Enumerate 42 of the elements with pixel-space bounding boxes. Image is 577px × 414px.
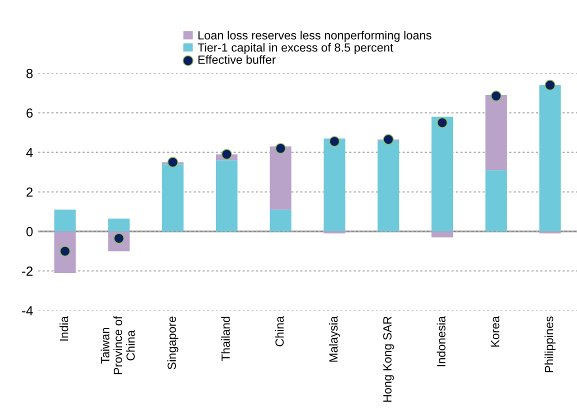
bar — [54, 210, 76, 232]
legend-label: Loan loss reserves less nonperforming loans — [198, 30, 432, 42]
point — [490, 90, 502, 102]
x-tick-label: Indonesia — [436, 316, 446, 366]
point — [221, 149, 232, 160]
x-tick-label: Thailand — [221, 316, 230, 362]
x-tick-label: China — [275, 316, 284, 346]
x-tick-label: Singapore — [167, 316, 178, 370]
bar — [108, 218, 130, 232]
bar — [431, 116, 454, 232]
point — [544, 80, 556, 90]
x-tick-label: Malaysia — [328, 316, 340, 362]
point — [329, 136, 340, 147]
bar — [378, 140, 400, 232]
point — [167, 156, 178, 168]
x-tick-label: Hong Kong SAR — [383, 316, 394, 402]
bar — [485, 170, 507, 232]
bar — [162, 164, 184, 232]
point — [383, 134, 394, 145]
bar — [216, 160, 238, 232]
y-tick-label: 4 — [26, 148, 33, 158]
point — [436, 117, 448, 128]
y-tick-label: -2 — [22, 266, 33, 276]
x-tick-label: Korea — [491, 316, 500, 347]
bar — [54, 231, 76, 273]
point — [275, 143, 286, 154]
y-tick-label: 6 — [26, 108, 33, 118]
y-tick-label: 8 — [26, 68, 33, 78]
x-tick-label: India — [60, 316, 68, 341]
bar — [485, 95, 507, 170]
x-tick-label: Philippines — [544, 316, 556, 372]
bar — [539, 85, 561, 232]
y-tick-label: 0 — [26, 226, 33, 236]
bar — [431, 231, 454, 238]
legend-label: Tier-1 capital in excess of 8.5 percent — [198, 43, 394, 54]
y-tick-label: -4 — [22, 306, 33, 316]
legend-label: Effective buffer — [198, 55, 276, 64]
bar — [270, 146, 292, 210]
bar — [270, 210, 292, 232]
bar — [324, 138, 346, 232]
y-tick-label: 2 — [26, 187, 33, 197]
x-tick-label: Taiwan Province of China — [100, 316, 135, 374]
